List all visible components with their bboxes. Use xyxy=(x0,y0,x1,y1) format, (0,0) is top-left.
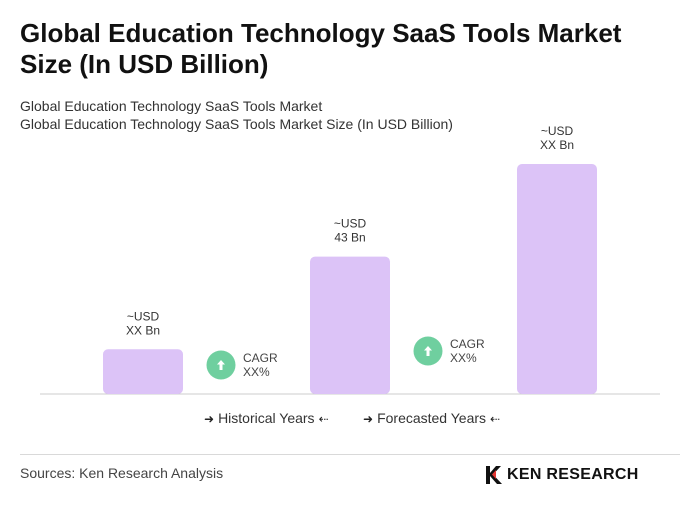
bar-value-label: ~USD xyxy=(541,124,574,138)
legend-historical-years: ➜ Historical Years ⇠ xyxy=(200,408,333,429)
footer-divider xyxy=(20,454,680,455)
arrow-right-icon: ➜ xyxy=(204,412,215,426)
chart-subtitle-market: Global Education Technology SaaS Tools M… xyxy=(20,98,323,114)
bar xyxy=(103,349,183,394)
arrow-left-icon: ⇠ xyxy=(318,412,329,426)
cagr-value: XX% xyxy=(450,351,477,365)
ken-research-logo-text: KEN RESEARCH xyxy=(507,466,639,483)
cagr-label: CAGR xyxy=(243,351,278,365)
bar xyxy=(517,164,597,394)
bar-value-label: XX Bn xyxy=(540,138,574,152)
arrow-left-icon: ⇠ xyxy=(490,412,501,426)
sources-text: Sources: Ken Research Analysis xyxy=(20,465,224,481)
bar-value-label: 43 Bn xyxy=(334,231,365,245)
legend-forecasted-label: Forecasted Years xyxy=(377,410,487,426)
bar-value-label: XX Bn xyxy=(126,323,160,337)
up-arrow-icon xyxy=(424,346,432,356)
arrow-right-icon: ➜ xyxy=(363,412,374,426)
ken-research-logo-icon xyxy=(486,466,502,484)
up-arrow-icon xyxy=(217,360,225,370)
bar-value-label: ~USD xyxy=(334,217,367,231)
bar xyxy=(310,256,390,394)
legend-historical-label: Historical Years xyxy=(218,410,315,426)
chart-title: Global Education Technology SaaS Tools M… xyxy=(20,18,622,79)
cagr-value: XX% xyxy=(243,365,270,379)
chart-subtitle-size: Global Education Technology SaaS Tools M… xyxy=(20,116,453,132)
ken-research-logo[interactable]: KEN RESEARCH xyxy=(485,464,639,486)
bar-value-label: ~USD xyxy=(127,309,160,323)
legend-forecasted-years: ➜ Forecasted Years ⇠ xyxy=(359,408,504,429)
cagr-label: CAGR xyxy=(450,337,485,351)
